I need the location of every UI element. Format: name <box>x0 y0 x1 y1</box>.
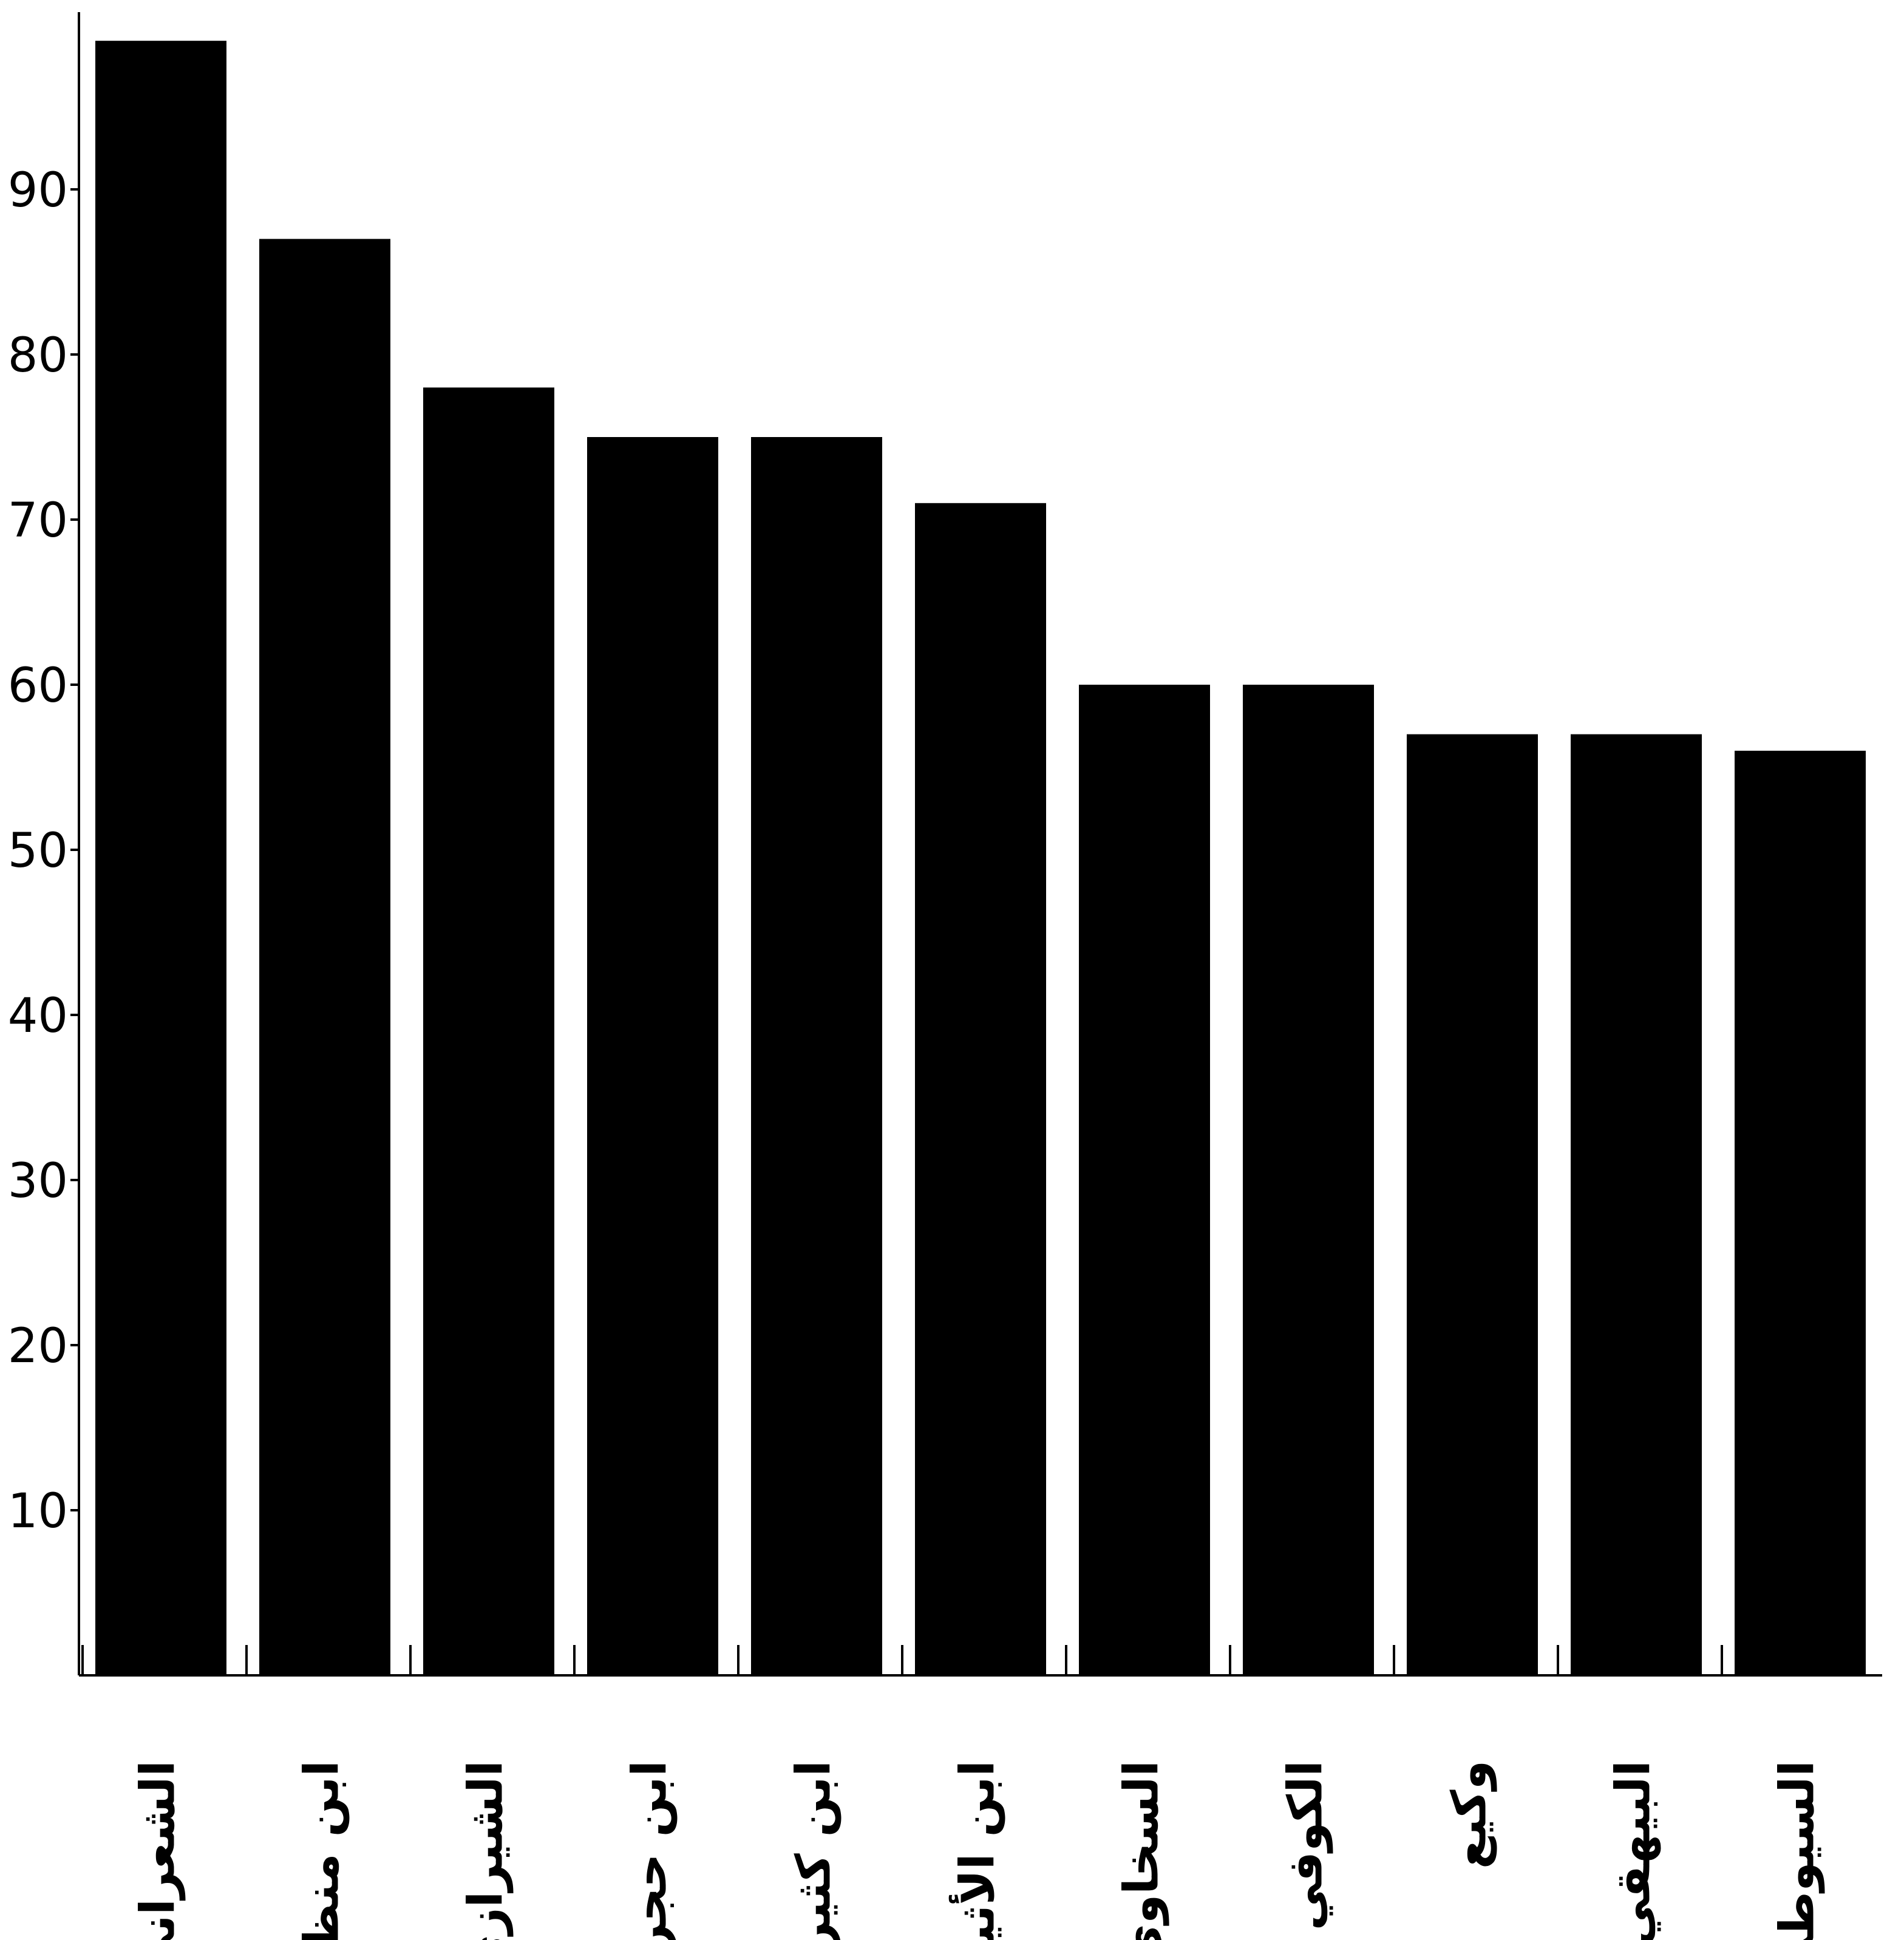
bar <box>587 437 718 1675</box>
bar <box>423 387 554 1676</box>
bar <box>1243 685 1374 1675</box>
category-label: الشيرازي <box>458 1760 513 1940</box>
y-tick-label: 90 <box>8 163 68 218</box>
category-label: وكيع <box>1442 1760 1497 1869</box>
bars <box>95 41 1866 1676</box>
category-label: ابن حجر <box>622 1760 677 1940</box>
y-tick-label: 20 <box>8 1319 68 1374</box>
category-label: السخاوي <box>1114 1760 1169 1940</box>
bar <box>915 503 1046 1675</box>
y-ticks: 10 20 30 40 50 60 70 80 90 <box>8 163 79 1539</box>
bar <box>259 239 390 1675</box>
y-tick-label: 10 <box>8 1484 68 1539</box>
bar <box>751 437 882 1675</box>
y-tick-label: 30 <box>8 1154 68 1209</box>
bar <box>1571 734 1702 1675</box>
category-label: ابن الأثير <box>949 1760 1005 1940</box>
bar <box>95 41 226 1676</box>
category-label: البيهقي <box>1606 1760 1661 1940</box>
bar <box>1407 734 1538 1675</box>
category-label: السيوطي <box>1770 1760 1824 1940</box>
x-ticks <box>81 1645 1723 1675</box>
y-tick-label: 50 <box>8 824 68 878</box>
category-label: الكوفي <box>1278 1760 1333 1930</box>
y-tick-label: 80 <box>8 328 68 383</box>
y-tick-label: 40 <box>8 989 68 1043</box>
bar <box>1079 685 1210 1675</box>
y-tick-label: 60 <box>8 659 68 713</box>
category-label: ابن منظور <box>294 1760 349 1940</box>
category-label: الشعراني <box>131 1760 185 1940</box>
bar <box>1735 750 1866 1675</box>
y-tick-label: 70 <box>8 493 68 548</box>
category-label: ابن كثير <box>786 1760 841 1940</box>
category-labels: الشعراني ابن منظور الشيرازي ابن حجر ابن كثير… <box>131 1760 1824 1940</box>
